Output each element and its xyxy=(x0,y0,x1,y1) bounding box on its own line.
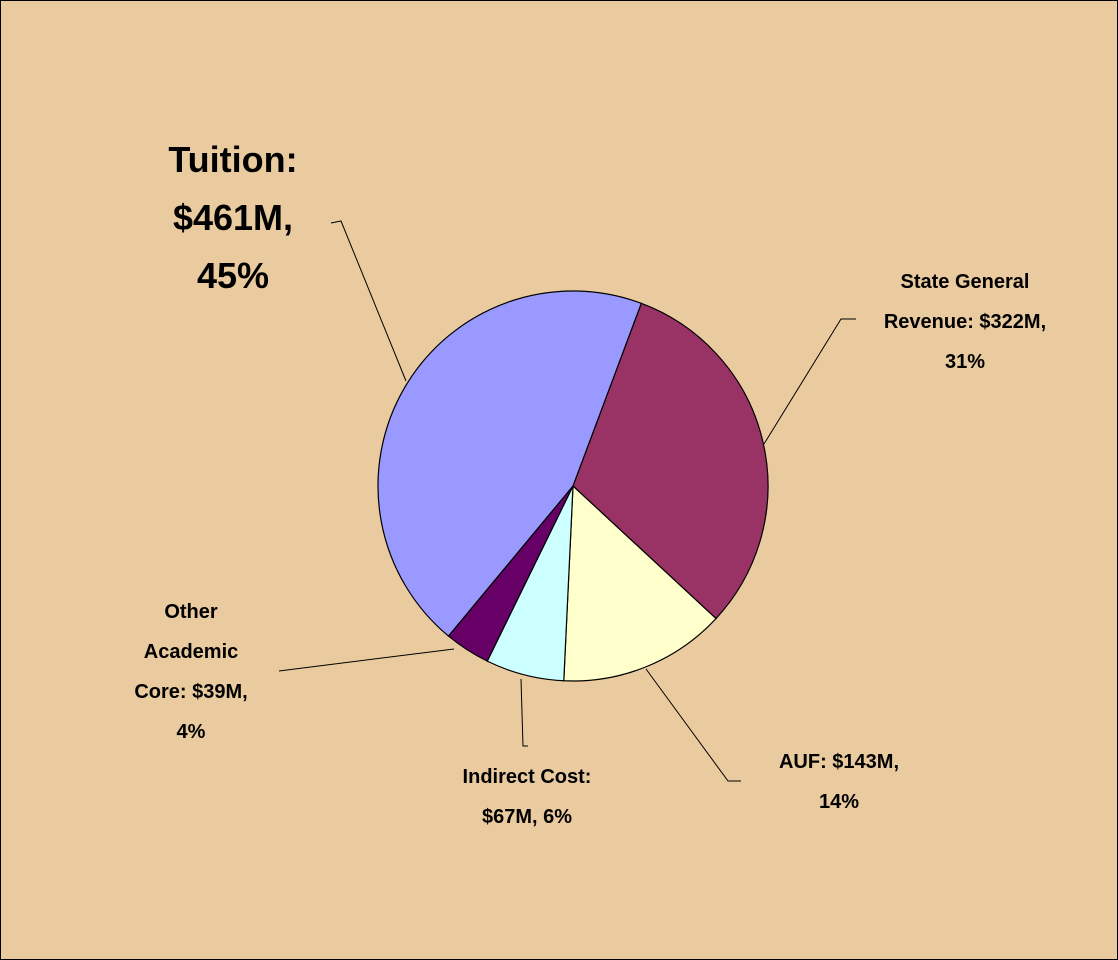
data-label: Indirect Cost: $67M, 6% xyxy=(462,766,592,828)
data-label: Other Academic Core: $39M, 4% xyxy=(134,601,248,743)
slice xyxy=(572,302,769,620)
leader-line xyxy=(278,648,455,672)
data-label: Tuition: $461M, 45% xyxy=(168,139,298,296)
slices xyxy=(377,290,769,682)
leader-line xyxy=(763,318,856,445)
leader-line xyxy=(520,678,528,747)
leader-line xyxy=(330,220,407,382)
slice xyxy=(377,290,643,637)
leader-line xyxy=(645,668,741,782)
data-label: State General Revenue: $322M, 31% xyxy=(883,271,1047,373)
leader-lines xyxy=(278,220,856,782)
slice xyxy=(563,484,717,682)
data-label: AUF: $143M, 14% xyxy=(778,751,900,813)
